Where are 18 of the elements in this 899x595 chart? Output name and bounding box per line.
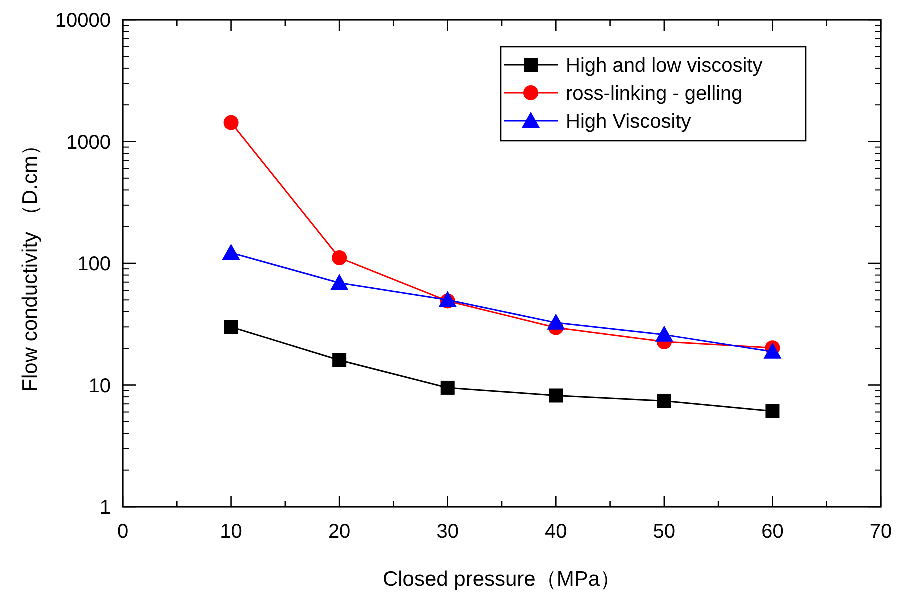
- x-tick-label: 20: [328, 521, 351, 543]
- x-tick-label: 40: [545, 521, 568, 543]
- legend-label: ross-linking - gelling: [566, 83, 743, 105]
- y-axis-title: Flow conductivity （D.cm）: [19, 135, 42, 392]
- x-tick-label: 0: [117, 521, 129, 543]
- legend-label: High Viscosity: [566, 111, 692, 133]
- x-tick-label: 50: [653, 521, 676, 543]
- x-tick-label: 70: [870, 521, 892, 543]
- x-tick-label: 60: [762, 521, 784, 543]
- y-tick-label: 10: [88, 375, 111, 398]
- y-tick-label: 1: [100, 497, 111, 519]
- x-axis-title: Closed pressure（MPa）: [382, 568, 622, 591]
- x-tick-label: 30: [436, 521, 459, 543]
- legend-label: High and low viscosity: [566, 55, 763, 77]
- y-tick-label: 1000: [66, 132, 111, 154]
- y-tick-label: 10000: [55, 10, 111, 32]
- y-tick-label: 100: [78, 254, 111, 276]
- x-tick-label: 10: [220, 521, 242, 543]
